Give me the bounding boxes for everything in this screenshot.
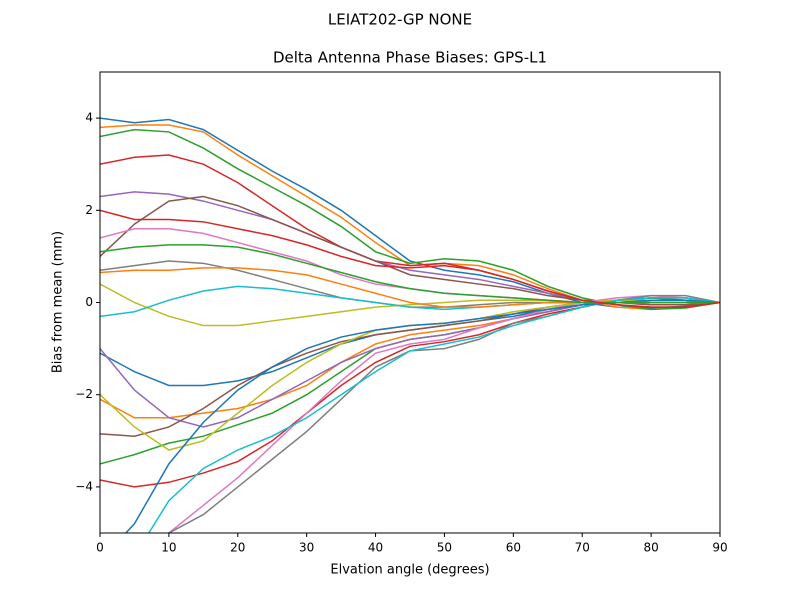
data-line xyxy=(100,117,720,309)
x-tick-label: 20 xyxy=(230,541,245,555)
data-line xyxy=(100,297,720,419)
data-line xyxy=(100,128,720,311)
data-line xyxy=(100,244,720,304)
x-axis-label: Elvation angle (degrees) xyxy=(330,563,489,578)
x-tick-label: 40 xyxy=(368,541,383,555)
data-line xyxy=(100,209,720,308)
suptitle: LEIAT202-GP NONE xyxy=(328,11,472,29)
x-tick-label: 30 xyxy=(299,541,314,555)
y-tick-label: −2 xyxy=(75,387,93,401)
plot-area xyxy=(100,117,720,533)
x-tick-label: 60 xyxy=(506,541,521,555)
x-tick-label: 50 xyxy=(437,541,452,555)
y-tick-label: −4 xyxy=(75,479,93,493)
y-tick-label: 0 xyxy=(85,295,93,309)
data-line xyxy=(100,299,720,437)
data-line xyxy=(166,294,720,533)
y-tick-label: 4 xyxy=(85,111,93,125)
data-line xyxy=(100,154,720,308)
x-tick-label: 70 xyxy=(575,541,590,555)
data-line xyxy=(147,297,720,533)
y-axis-label: Bias from mean (mm) xyxy=(51,231,66,373)
data-line xyxy=(100,124,720,311)
x-tick-label: 90 xyxy=(712,541,727,555)
data-line xyxy=(167,294,720,533)
chart-title: Delta Antenna Phase Biases: GPS-L1 xyxy=(273,49,547,67)
data-line xyxy=(100,299,720,387)
data-line xyxy=(100,191,720,306)
x-tick-label: 80 xyxy=(643,541,658,555)
y-tick-label: 2 xyxy=(85,203,93,217)
data-line xyxy=(100,299,720,428)
x-tick-label: 0 xyxy=(96,541,104,555)
x-tick-label: 10 xyxy=(161,541,176,555)
